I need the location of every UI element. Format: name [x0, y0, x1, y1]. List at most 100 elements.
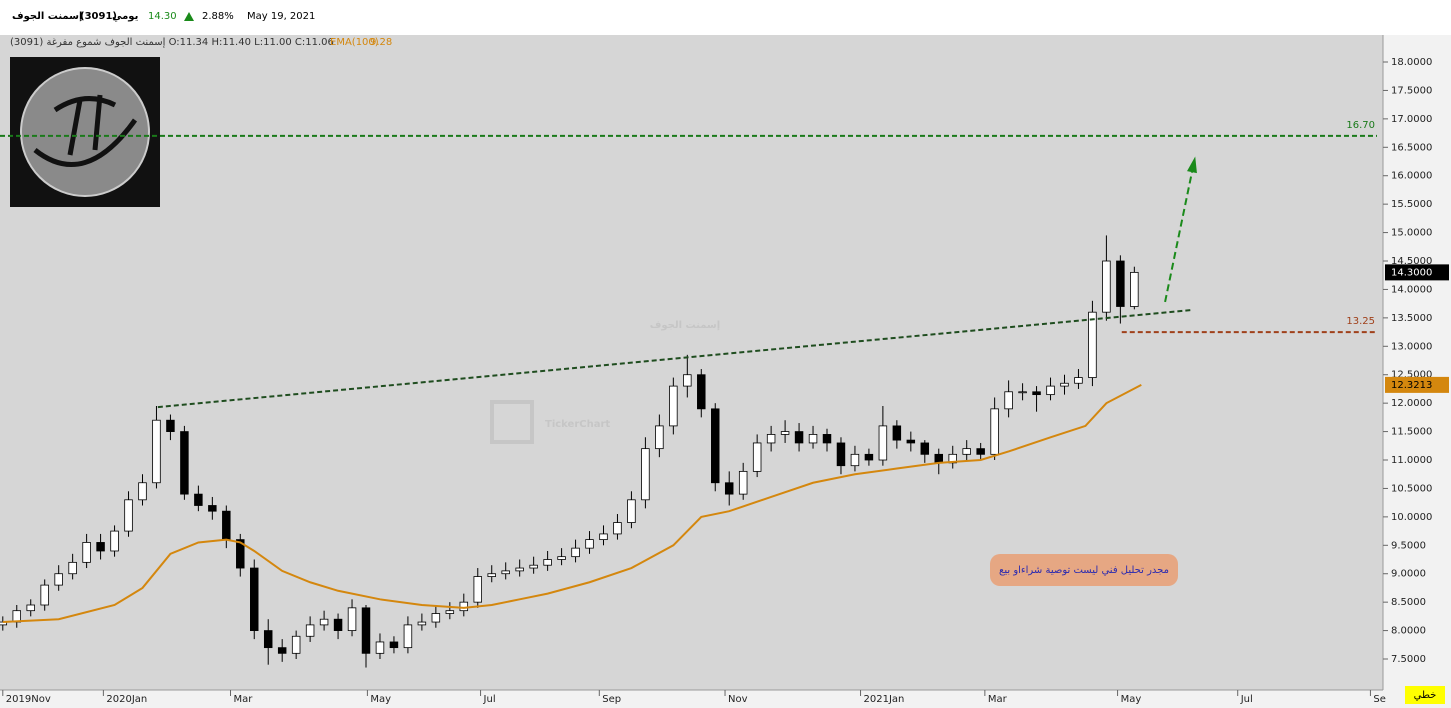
candle-body: [333, 618, 343, 631]
candle-body: [1046, 385, 1055, 396]
y-tick-label: 10.0000: [1391, 512, 1432, 523]
candle-body: [208, 505, 217, 512]
candle-body: [459, 601, 469, 612]
ema-value: 9.28: [370, 37, 392, 48]
x-tick-label: Se: [1373, 694, 1386, 705]
candle-body: [1060, 382, 1069, 387]
candle-body: [417, 621, 427, 626]
candle-body: [1032, 391, 1041, 396]
y-tick-label: 15.5000: [1391, 199, 1432, 210]
candle-body: [808, 434, 818, 444]
candle-body: [431, 613, 441, 623]
y-tick-label: 12.5000: [1391, 370, 1432, 381]
stock-name: إسمنت الجوف: [12, 11, 82, 22]
candle-body: [194, 493, 203, 506]
candle-body: [375, 641, 385, 654]
candle-body: [1088, 311, 1097, 378]
candle-body: [96, 542, 105, 552]
watermark-brand: TickerChart: [545, 419, 610, 430]
candle-body: [347, 607, 357, 631]
candle-body: [697, 374, 706, 410]
ema-legend: EMA(100): [330, 37, 379, 48]
candle-body: [655, 425, 664, 450]
level-label: 16.70: [1346, 120, 1375, 131]
y-tick-label: 9.0000: [1391, 569, 1426, 580]
x-tick-label: May: [370, 694, 391, 705]
candle-body: [906, 439, 916, 444]
candle-body: [291, 635, 301, 654]
x-tick-label: Jul: [1240, 694, 1253, 705]
candle-body: [68, 561, 77, 575]
note-box: [990, 554, 1178, 586]
y-tick-label: 15.0000: [1391, 228, 1432, 239]
x-tick-label: 2020Jan: [106, 694, 147, 705]
candle-body: [976, 448, 985, 455]
y-tick-label: 18.0000: [1391, 57, 1432, 68]
ema-line: [2, 383, 1142, 624]
candle-body: [738, 470, 748, 495]
candle-body: [110, 530, 119, 552]
candle-body: [669, 385, 678, 427]
y-tick-label: 10.5000: [1391, 483, 1432, 494]
candle-body: [515, 567, 524, 572]
candle-body: [319, 618, 329, 626]
top-bar: [0, 0, 1451, 35]
candle-body: [222, 510, 231, 541]
y-tick-label: 16.0000: [1391, 171, 1432, 182]
x-tick-label: Mar: [988, 694, 1008, 705]
candle-body: [752, 442, 762, 472]
last-price-label: 14.3000: [1391, 267, 1432, 278]
candle-body: [40, 584, 49, 606]
candle-body: [180, 431, 189, 495]
candle-body: [878, 425, 888, 461]
candle-body: [766, 434, 776, 444]
last-ema-label: 12.3213: [1391, 380, 1432, 391]
x-tick-label: Sep: [602, 694, 621, 705]
candle-body: [389, 641, 399, 649]
y-tick-label: 9.5000: [1391, 540, 1426, 551]
candle-body: [263, 630, 273, 649]
header: إسمنت الجوف (3091) يومي: [12, 11, 139, 22]
candle-body: [920, 442, 930, 455]
candle-body: [487, 573, 496, 577]
up-triangle: [184, 12, 194, 21]
candle-body: [152, 419, 161, 484]
y-tick-label: 13.0000: [1391, 341, 1432, 352]
logo-glyph: [33, 94, 138, 167]
candle-body: [599, 533, 608, 541]
level-label: 13.25: [1346, 316, 1375, 327]
plot-area: [0, 35, 1383, 690]
y-tick-label: 11.0000: [1391, 455, 1432, 466]
x-tick-label: Nov: [728, 694, 748, 705]
candle-body: [473, 576, 483, 603]
x-tick-label: 2021Jan: [864, 694, 905, 705]
y-tick-label: 11.5000: [1391, 427, 1432, 438]
candle-body: [683, 374, 692, 387]
candle-body: [892, 425, 902, 441]
y-tick-label: 8.5000: [1391, 597, 1426, 608]
y-tick-label: 16.5000: [1391, 142, 1432, 153]
date: May 19, 2021: [247, 11, 315, 22]
y-tick-label: 12.0000: [1391, 398, 1432, 409]
arrow-line: [1164, 160, 1196, 303]
candle-body: [794, 431, 804, 444]
candle-body: [613, 522, 622, 535]
x-tick-label: Mar: [234, 694, 254, 705]
candle-body: [780, 431, 790, 435]
candle-body: [641, 448, 650, 501]
watermark-name: إسمنت الجوف: [650, 320, 720, 331]
arrow-head: [1187, 156, 1197, 174]
last-ema-box: [1385, 376, 1449, 393]
y-tick-label: 17.0000: [1391, 114, 1432, 125]
candle-body: [1102, 260, 1111, 313]
candle-body: [138, 482, 147, 501]
x-tick-label: 2019Nov: [6, 694, 51, 705]
candle-body: [529, 564, 538, 569]
y-tick-label: 7.5000: [1391, 654, 1426, 665]
y-tick-label: 14.0000: [1391, 284, 1432, 295]
candle-body: [250, 567, 259, 631]
candle-body: [445, 610, 455, 614]
chart-type-box: [1405, 686, 1445, 704]
candle-body: [571, 547, 580, 558]
